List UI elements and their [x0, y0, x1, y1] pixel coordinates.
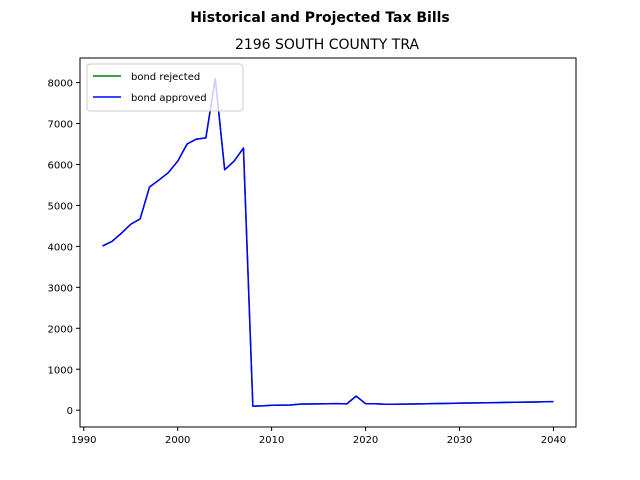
- legend: bond rejected bond approved: [86, 63, 244, 112]
- plot-area: 1990 2000 2010 2020 2030 2040 0 1000 2000 3000 400…: [48, 57, 577, 446]
- x-tick-label-2020: 2020: [353, 435, 378, 446]
- y-tick-label-7000: 7000: [48, 120, 73, 131]
- x-tick-label-2040: 2040: [541, 435, 566, 446]
- legend-label-bond-rejected: bond rejected: [131, 72, 200, 83]
- series-line-bond-rejected: [102, 77, 554, 407]
- legend-frame: [86, 63, 244, 112]
- y-tick-label-5000: 5000: [48, 201, 73, 212]
- legend-label-bond-approved: bond approved: [131, 93, 207, 104]
- y-tick-label-0: 0: [67, 406, 73, 417]
- y-tick-label-4000: 4000: [48, 242, 73, 253]
- series-line-bond-approved: [102, 77, 554, 407]
- y-tick-label-2000: 2000: [48, 324, 73, 335]
- figure-suptitle: Historical and Projected Tax Bills: [190, 10, 450, 26]
- x-tick-label-1990: 1990: [71, 435, 96, 446]
- x-tick-label-2030: 2030: [447, 435, 472, 446]
- axes-title: 2196 SOUTH COUNTY TRA: [235, 37, 420, 53]
- axes-frame: [79, 57, 577, 428]
- x-tick-label-2010: 2010: [259, 435, 284, 446]
- y-tick-label-3000: 3000: [48, 283, 73, 294]
- x-tick-label-2000: 2000: [165, 435, 190, 446]
- y-tick-label-6000: 6000: [48, 160, 73, 171]
- y-tick-label-1000: 1000: [48, 365, 73, 376]
- y-tick-label-8000: 8000: [48, 79, 73, 90]
